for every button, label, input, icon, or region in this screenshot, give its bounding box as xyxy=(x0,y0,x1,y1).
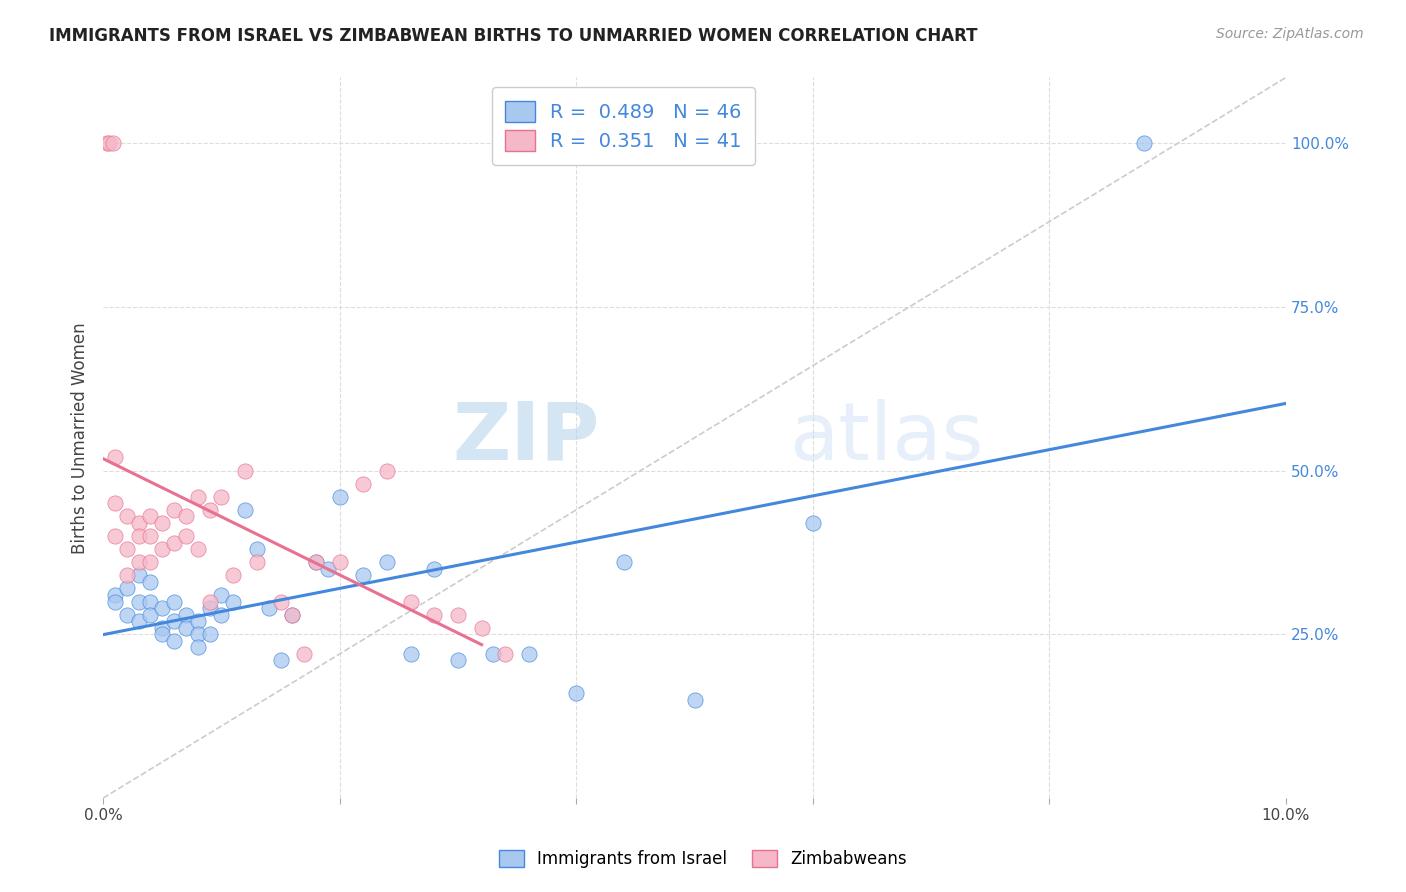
Point xyxy=(187,490,209,504)
Point xyxy=(187,627,209,641)
Point xyxy=(128,529,150,543)
Point xyxy=(801,516,824,530)
Point xyxy=(233,463,256,477)
Point xyxy=(139,555,162,569)
Point xyxy=(104,496,127,510)
Point xyxy=(375,555,398,569)
Point xyxy=(482,647,505,661)
Point xyxy=(423,562,446,576)
Point xyxy=(447,653,470,667)
Point xyxy=(150,516,173,530)
Point xyxy=(150,621,173,635)
Point xyxy=(305,555,328,569)
Point xyxy=(246,542,269,557)
Point xyxy=(257,601,280,615)
Point xyxy=(96,136,118,150)
Point xyxy=(163,594,186,608)
Point xyxy=(352,568,374,582)
Point xyxy=(115,607,138,622)
Y-axis label: Births to Unmarried Women: Births to Unmarried Women xyxy=(72,322,89,554)
Point xyxy=(423,607,446,622)
Point xyxy=(375,463,398,477)
Point xyxy=(352,476,374,491)
Point xyxy=(270,594,292,608)
Point xyxy=(101,136,124,150)
Point xyxy=(115,582,138,596)
Point xyxy=(163,633,186,648)
Point xyxy=(150,601,173,615)
Point xyxy=(683,693,706,707)
Point xyxy=(104,529,127,543)
Text: IMMIGRANTS FROM ISRAEL VS ZIMBABWEAN BIRTHS TO UNMARRIED WOMEN CORRELATION CHART: IMMIGRANTS FROM ISRAEL VS ZIMBABWEAN BIR… xyxy=(49,27,977,45)
Point xyxy=(517,647,540,661)
Point xyxy=(198,627,221,641)
Point xyxy=(139,509,162,524)
Point xyxy=(128,568,150,582)
Point xyxy=(187,542,209,557)
Point xyxy=(447,607,470,622)
Point xyxy=(198,601,221,615)
Legend: R =  0.489   N = 46, R =  0.351   N = 41: R = 0.489 N = 46, R = 0.351 N = 41 xyxy=(492,87,755,164)
Text: Source: ZipAtlas.com: Source: ZipAtlas.com xyxy=(1216,27,1364,41)
Point xyxy=(163,503,186,517)
Point xyxy=(174,607,197,622)
Point xyxy=(104,594,127,608)
Point xyxy=(1133,136,1156,150)
Point xyxy=(198,503,221,517)
Point xyxy=(128,594,150,608)
Point xyxy=(174,621,197,635)
Point xyxy=(233,503,256,517)
Point xyxy=(187,614,209,628)
Point xyxy=(104,450,127,465)
Point xyxy=(115,568,138,582)
Point xyxy=(187,640,209,655)
Point xyxy=(104,588,127,602)
Point xyxy=(163,535,186,549)
Point xyxy=(209,490,232,504)
Point xyxy=(150,542,173,557)
Legend: Immigrants from Israel, Zimbabweans: Immigrants from Israel, Zimbabweans xyxy=(492,843,914,875)
Point xyxy=(305,555,328,569)
Point xyxy=(198,594,221,608)
Point xyxy=(494,647,516,661)
Point xyxy=(209,588,232,602)
Point xyxy=(139,594,162,608)
Point xyxy=(281,607,304,622)
Point xyxy=(399,647,422,661)
Point xyxy=(174,509,197,524)
Point xyxy=(270,653,292,667)
Point xyxy=(139,574,162,589)
Point xyxy=(471,621,494,635)
Point xyxy=(139,529,162,543)
Point xyxy=(329,555,352,569)
Point xyxy=(115,509,138,524)
Point xyxy=(292,647,315,661)
Point xyxy=(613,555,636,569)
Point xyxy=(246,555,269,569)
Point xyxy=(222,568,245,582)
Point xyxy=(128,614,150,628)
Point xyxy=(399,594,422,608)
Point xyxy=(128,516,150,530)
Point xyxy=(329,490,352,504)
Point xyxy=(139,607,162,622)
Point xyxy=(128,555,150,569)
Point xyxy=(174,529,197,543)
Point xyxy=(222,594,245,608)
Text: ZIP: ZIP xyxy=(453,399,600,476)
Point xyxy=(115,542,138,557)
Point xyxy=(150,627,173,641)
Point xyxy=(316,562,339,576)
Point xyxy=(163,614,186,628)
Text: atlas: atlas xyxy=(789,399,984,476)
Point xyxy=(98,136,121,150)
Point xyxy=(209,607,232,622)
Point xyxy=(281,607,304,622)
Point xyxy=(565,686,588,700)
